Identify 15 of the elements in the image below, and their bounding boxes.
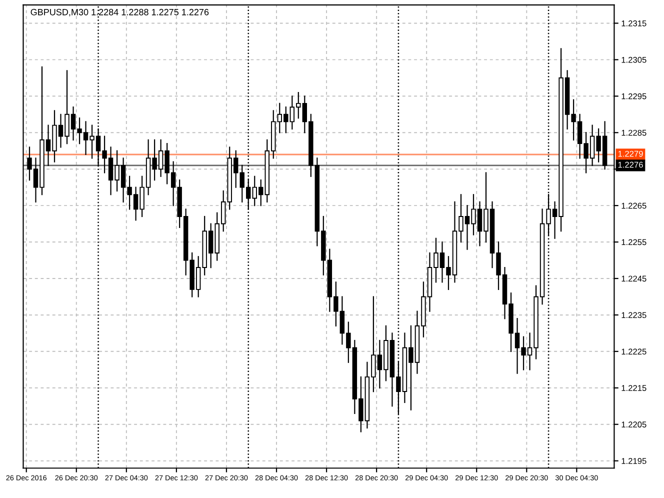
- y-tick-label: 1.2295: [622, 93, 646, 100]
- y-tick-label: 1.2245: [622, 276, 646, 282]
- ref-line-label: 1.2276: [618, 162, 643, 168]
- y-tick-label: 1.2305: [622, 56, 646, 63]
- y-tick-label: 1.2215: [622, 385, 646, 391]
- y-tick-label: 1.2265: [622, 202, 646, 209]
- y-tick-label: 1.2225: [622, 348, 646, 355]
- y-tick-label: 1.2255: [622, 239, 646, 246]
- y-tick-label: 1.2195: [622, 458, 646, 464]
- ref-line-label: 1.2279: [618, 150, 643, 157]
- y-tick-label: 1.2285: [622, 130, 646, 136]
- y-tick-label: 1.2315: [622, 20, 646, 26]
- chart-title: GBPUSD,M30 1.2284 1.2288 1.2275 1.2276: [30, 8, 209, 16]
- y-tick-label: 1.2235: [622, 312, 646, 318]
- y-tick-label: 1.2205: [622, 422, 646, 428]
